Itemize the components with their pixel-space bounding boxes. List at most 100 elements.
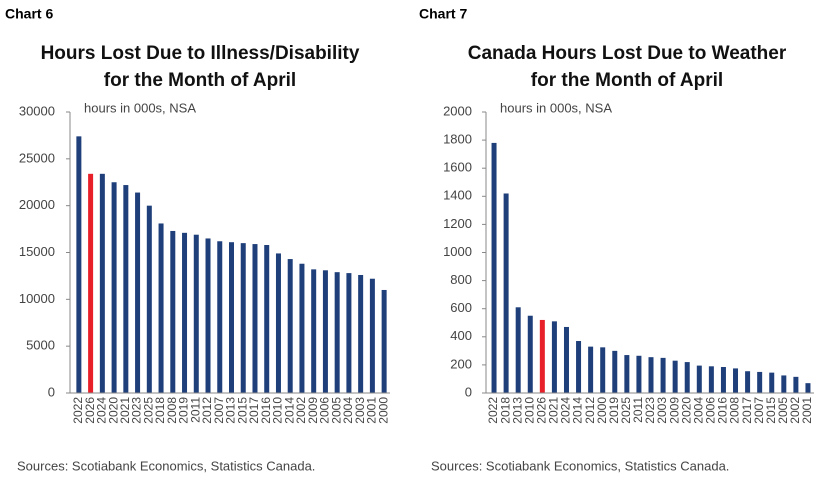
x-tick-label: 2006: [318, 397, 332, 424]
bar: [322, 270, 328, 393]
x-tick-label: 2005: [329, 397, 343, 424]
x-tick-label: 2002: [294, 397, 308, 424]
bar: [563, 326, 569, 393]
bar: [217, 241, 223, 393]
x-tick-label: 2016: [259, 397, 273, 424]
x-tick-label: 2010: [271, 397, 285, 424]
x-tick-label: 2016: [716, 397, 730, 424]
x-tick-label: 2009: [667, 397, 681, 424]
x-tick-label: 2013: [510, 397, 524, 424]
bar: [757, 371, 763, 393]
chart-title: Hours Lost Due to Illness/Disability: [41, 43, 360, 64]
x-tick-label: 2011: [631, 397, 645, 423]
bar: [182, 232, 188, 393]
chart-title: Canada Hours Lost Due to Weather: [468, 43, 787, 64]
x-tick-label: 2008: [728, 397, 742, 424]
bar: [205, 238, 211, 393]
bar: [684, 362, 690, 393]
bar: [551, 321, 557, 393]
subtitle: hours in 000s, NSA: [500, 100, 612, 115]
y-tick-label: 0: [48, 384, 55, 399]
y-tick-label: 20000: [19, 197, 55, 212]
y-tick-label: 0: [465, 384, 472, 399]
bar: [299, 263, 305, 393]
x-tick-label: 2021: [547, 397, 561, 424]
x-tick-label: 2022: [486, 397, 500, 424]
x-tick-label: 2022: [71, 397, 85, 424]
x-tick-label: 2011: [188, 397, 202, 423]
y-tick-label: 1600: [443, 160, 472, 175]
x-tick-label: 2008: [165, 397, 179, 424]
bar: [111, 182, 117, 393]
y-tick-label: 200: [450, 356, 472, 371]
bar: [648, 357, 654, 393]
bar: [793, 376, 799, 393]
x-tick-label: 2007: [212, 397, 226, 424]
bar: [358, 274, 364, 393]
bar: [170, 230, 176, 393]
x-tick-label: 2020: [106, 397, 120, 424]
x-tick-label: 2000: [376, 397, 390, 424]
x-tick-label: 2002: [788, 397, 802, 424]
x-tick-label: 2003: [353, 397, 367, 424]
y-tick-label: 1000: [443, 244, 472, 259]
x-tick-label: 2015: [764, 397, 778, 424]
bar: [515, 307, 521, 393]
x-tick-label: 2015: [235, 397, 249, 424]
x-tick-label: 2000: [595, 397, 609, 424]
x-tick-label: 2017: [740, 397, 754, 424]
x-tick-label: 2007: [752, 397, 766, 424]
x-tick-label: 2020: [679, 397, 693, 424]
source: Sources: Scotiabank Economics, Statistic…: [431, 458, 729, 473]
y-tick-label: 600: [450, 300, 472, 315]
y-tick-label: 5000: [26, 338, 55, 353]
x-tick-label: 2004: [691, 397, 705, 424]
chart-label: Chart 7: [419, 6, 467, 22]
bar: [636, 355, 642, 393]
x-tick-label: 2021: [118, 397, 132, 424]
bar: [672, 360, 678, 393]
bar: [624, 355, 630, 393]
y-tick-label: 400: [450, 328, 472, 343]
bar: [158, 223, 164, 393]
bar: [696, 365, 702, 393]
bar: [600, 347, 606, 393]
bar: [99, 173, 105, 393]
bar: [123, 185, 129, 393]
x-tick-label: 2012: [200, 397, 214, 424]
bar: [745, 371, 751, 393]
bar: [229, 242, 234, 393]
x-tick-label: 2014: [571, 397, 585, 424]
bar: [287, 259, 293, 393]
x-tick-label: 2019: [177, 397, 191, 424]
bar: [527, 315, 533, 393]
x-tick-label: 2005: [776, 397, 790, 424]
bar: [88, 173, 94, 393]
x-tick-label: 2006: [704, 397, 718, 424]
y-tick-label: 1200: [443, 216, 472, 231]
chart-title: for the Month of April: [104, 70, 296, 91]
x-tick-label: 2019: [607, 397, 621, 424]
bar: [781, 375, 787, 393]
y-tick-label: 25000: [19, 150, 55, 165]
bar: [733, 368, 739, 393]
bar: [381, 289, 387, 393]
bar: [491, 142, 497, 393]
chart-label: Chart 6: [5, 6, 53, 22]
y-tick-label: 2000: [443, 103, 472, 118]
bar: [264, 245, 270, 393]
bar: [369, 278, 375, 393]
x-tick-label: 2023: [130, 397, 144, 424]
x-tick-label: 2001: [365, 397, 379, 424]
bar: [660, 357, 666, 393]
x-tick-label: 2001: [800, 397, 814, 424]
y-tick-label: 1800: [443, 132, 472, 147]
bar: [76, 136, 82, 393]
bar: [720, 367, 726, 393]
bar: [240, 243, 246, 393]
x-tick-label: 2003: [655, 397, 669, 424]
bar: [146, 205, 152, 393]
x-tick-label: 2025: [619, 397, 633, 424]
x-tick-label: 2023: [643, 397, 657, 424]
